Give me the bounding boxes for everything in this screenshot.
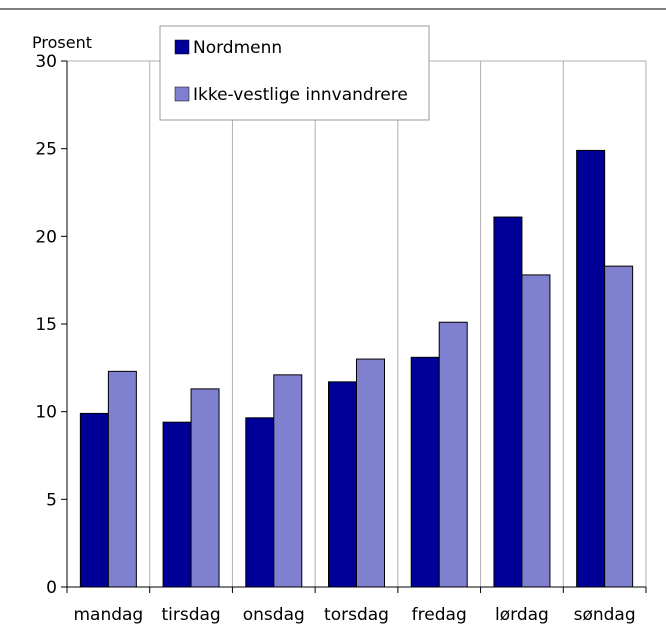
legend-swatch-ikke-vestlige xyxy=(174,86,190,102)
bar-nordmenn-torsdag xyxy=(328,381,357,588)
x-tick-label-onsdag: onsdag xyxy=(243,605,305,625)
x-tick-label-søndag: søndag xyxy=(574,605,636,625)
bar-nordmenn-søndag xyxy=(576,149,606,588)
legend-label-nordmenn: Nordmenn xyxy=(193,38,282,58)
legend: Nordmenn Ikke-vestlige innvandrere xyxy=(159,25,430,121)
x-tick-label-tirsdag: tirsdag xyxy=(161,605,220,625)
bar-ikke-vestlige-torsdag xyxy=(356,358,385,588)
plot-area: 0 5 10 15 20 25 30 mandag tirsdag onsdag torsdag fr… xyxy=(35,52,647,625)
legend-swatch-nordmenn xyxy=(174,39,190,55)
x-tick-label-torsdag: torsdag xyxy=(324,605,389,625)
y-tick-label: 30 xyxy=(35,52,57,72)
y-tick-label: 20 xyxy=(35,227,57,247)
bar-nordmenn-lørdag xyxy=(493,216,523,588)
x-tick-label-mandag: mandag xyxy=(73,605,143,625)
bar-ikke-vestlige-mandag xyxy=(107,370,137,588)
bar-ikke-vestlige-lørdag xyxy=(521,274,551,588)
bar-nordmenn-mandag xyxy=(79,412,109,588)
bar-ikke-vestlige-søndag xyxy=(604,265,634,588)
legend-label-ikke-vestlige: Ikke-vestlige innvandrere xyxy=(193,85,408,105)
legend-box xyxy=(159,25,430,121)
bar-ikke-vestlige-onsdag xyxy=(273,374,303,588)
x-tick-label-lørdag: lørdag xyxy=(495,605,549,625)
y-tick-label: 5 xyxy=(46,490,57,510)
x-tick-label-fredag: fredag xyxy=(412,605,467,625)
y-tick-label: 25 xyxy=(35,140,57,160)
bar-nordmenn-fredag xyxy=(410,356,440,588)
y-tick-label: 0 xyxy=(46,578,57,598)
y-tick-label: 10 xyxy=(35,403,57,423)
bar-ikke-vestlige-fredag xyxy=(438,321,468,588)
y-axis-title: Prosent xyxy=(32,33,92,52)
bar-ikke-vestlige-tirsdag xyxy=(190,388,220,588)
bar-nordmenn-tirsdag xyxy=(162,421,192,588)
y-tick-label: 15 xyxy=(35,315,57,335)
bar-nordmenn-onsdag xyxy=(245,417,275,588)
